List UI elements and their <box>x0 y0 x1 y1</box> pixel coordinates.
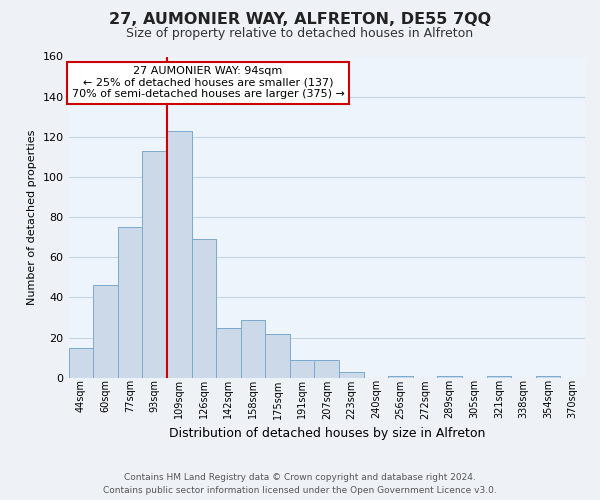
Bar <box>142 151 167 378</box>
Bar <box>191 239 216 378</box>
Text: Size of property relative to detached houses in Alfreton: Size of property relative to detached ho… <box>127 28 473 40</box>
Bar <box>216 328 241 378</box>
Text: 27, AUMONIER WAY, ALFRETON, DE55 7QQ: 27, AUMONIER WAY, ALFRETON, DE55 7QQ <box>109 12 491 28</box>
Bar <box>265 334 290 378</box>
Y-axis label: Number of detached properties: Number of detached properties <box>27 130 37 305</box>
Bar <box>536 376 560 378</box>
Bar <box>437 376 462 378</box>
Bar <box>314 360 339 378</box>
Bar <box>93 286 118 378</box>
Bar <box>388 376 413 378</box>
Bar <box>290 360 314 378</box>
Bar <box>241 320 265 378</box>
X-axis label: Distribution of detached houses by size in Alfreton: Distribution of detached houses by size … <box>169 427 485 440</box>
Bar <box>339 372 364 378</box>
Bar <box>68 348 93 378</box>
Bar <box>118 227 142 378</box>
Bar <box>167 131 191 378</box>
Bar <box>487 376 511 378</box>
Text: 27 AUMONIER WAY: 94sqm
← 25% of detached houses are smaller (137)
70% of semi-de: 27 AUMONIER WAY: 94sqm ← 25% of detached… <box>71 66 344 100</box>
Text: Contains HM Land Registry data © Crown copyright and database right 2024.
Contai: Contains HM Land Registry data © Crown c… <box>103 474 497 495</box>
